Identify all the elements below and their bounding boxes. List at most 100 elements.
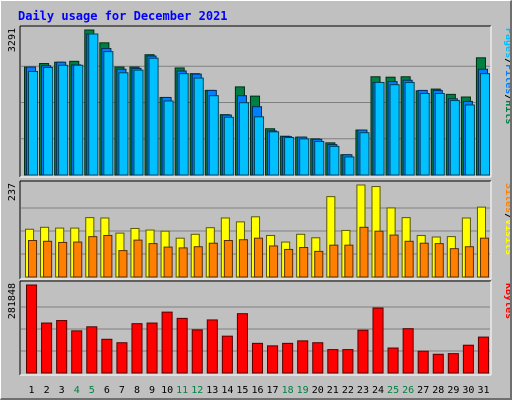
bar-pages [133, 69, 144, 176]
bar-sites [329, 244, 339, 278]
x-tick-label: 26 [402, 385, 414, 396]
x-tick-label: 21 [327, 385, 339, 396]
bar-kbytes [357, 329, 369, 374]
bar-pages [88, 33, 99, 176]
bar-kbytes [402, 328, 414, 374]
bar-pages [359, 132, 370, 176]
bar-sites [28, 240, 38, 278]
x-tick-label: 24 [372, 385, 384, 396]
bar-pages [299, 138, 310, 176]
bar-kbytes [387, 347, 399, 374]
legend-separator: / [503, 58, 510, 64]
bar-sites [238, 239, 248, 278]
bar-pages [314, 141, 325, 176]
bar-kbytes [236, 313, 248, 374]
legend-separator: / [503, 213, 510, 219]
bar-sites [118, 250, 128, 278]
bar-kbytes [71, 330, 83, 374]
bar-kbytes [206, 319, 218, 374]
bar-kbytes [116, 342, 128, 374]
bar-kbytes [447, 353, 459, 374]
legend: Pages/Files/Hits [503, 28, 510, 124]
bar-kbytes [267, 345, 279, 374]
x-tick-label: 10 [161, 385, 173, 396]
bar-pages [269, 131, 280, 176]
bar-sites [208, 242, 218, 278]
legend-visits: Visits [503, 219, 510, 255]
bar-kbytes [417, 350, 429, 374]
bar-pages [58, 64, 69, 176]
x-tick-label: 4 [74, 385, 80, 396]
bar-sites [223, 240, 233, 278]
bar-sites [163, 246, 173, 278]
x-tick-label: 8 [134, 385, 140, 396]
bar-pages [223, 116, 234, 176]
bar-kbytes [327, 349, 339, 374]
bar-sites [88, 236, 98, 278]
x-tick-label: 7 [119, 385, 125, 396]
bar-pages [103, 51, 114, 176]
x-tick-label: 14 [221, 385, 233, 396]
bar-pages [28, 70, 39, 176]
x-tick-label: 28 [432, 385, 444, 396]
x-tick-label: 16 [251, 385, 263, 396]
x-tick-label: 31 [477, 385, 489, 396]
bar-sites [269, 245, 279, 278]
bar-sites [58, 241, 68, 278]
bar-pages [73, 64, 84, 176]
bar-sites [178, 247, 188, 278]
bar-pages [43, 66, 54, 176]
legend-hits: Hits [503, 100, 510, 124]
x-tick-label: 15 [236, 385, 248, 396]
legend: Sites/Visits [503, 183, 510, 255]
x-tick-label: 27 [417, 385, 429, 396]
bar-pages [118, 72, 129, 176]
x-tick-label: 20 [312, 385, 324, 396]
bar-kbytes [251, 342, 264, 374]
bar-kbytes [477, 336, 490, 374]
bar-kbytes [41, 322, 53, 374]
bar-kbytes [282, 342, 294, 374]
bar-pages [193, 77, 204, 176]
bar-kbytes [161, 311, 173, 374]
bar-sites [314, 250, 324, 278]
y-max-label: 281848 [7, 283, 18, 319]
bar-pages [404, 81, 415, 176]
bar-sites [374, 230, 384, 278]
x-tick-label: 9 [149, 385, 155, 396]
bar-pages [329, 145, 340, 176]
bar-kbytes [462, 344, 474, 374]
x-tick-label: 12 [191, 385, 203, 396]
x-tick-label: 29 [447, 385, 459, 396]
legend-separator: / [503, 94, 510, 100]
x-tick-label: 23 [357, 385, 369, 396]
legend: KBytes [503, 283, 510, 319]
bar-kbytes [131, 323, 143, 374]
x-tick-label: 3 [59, 385, 65, 396]
y-max-label: 237 [7, 183, 18, 201]
bar-sites [148, 243, 158, 278]
x-tick-label: 5 [89, 385, 95, 396]
bar-pages [284, 137, 295, 176]
bar-kbytes [146, 322, 158, 374]
x-tick-label: 22 [342, 385, 354, 396]
bar-kbytes [372, 307, 384, 374]
bar-kbytes [191, 329, 203, 374]
bar-pages [148, 57, 159, 176]
x-tick-label: 30 [462, 385, 474, 396]
bar-sites [359, 226, 369, 278]
bar-pages [253, 116, 265, 176]
bar-sites [464, 246, 474, 278]
bar-kbytes [176, 317, 188, 374]
legend-sites: Sites [503, 183, 510, 213]
bar-kbytes [312, 342, 324, 374]
x-tick-label: 1 [29, 385, 35, 396]
bar-sites [193, 246, 203, 278]
x-tick-label: 19 [297, 385, 309, 396]
bar-pages [208, 95, 219, 176]
bar-kbytes [56, 320, 68, 374]
bar-sites [299, 247, 309, 278]
